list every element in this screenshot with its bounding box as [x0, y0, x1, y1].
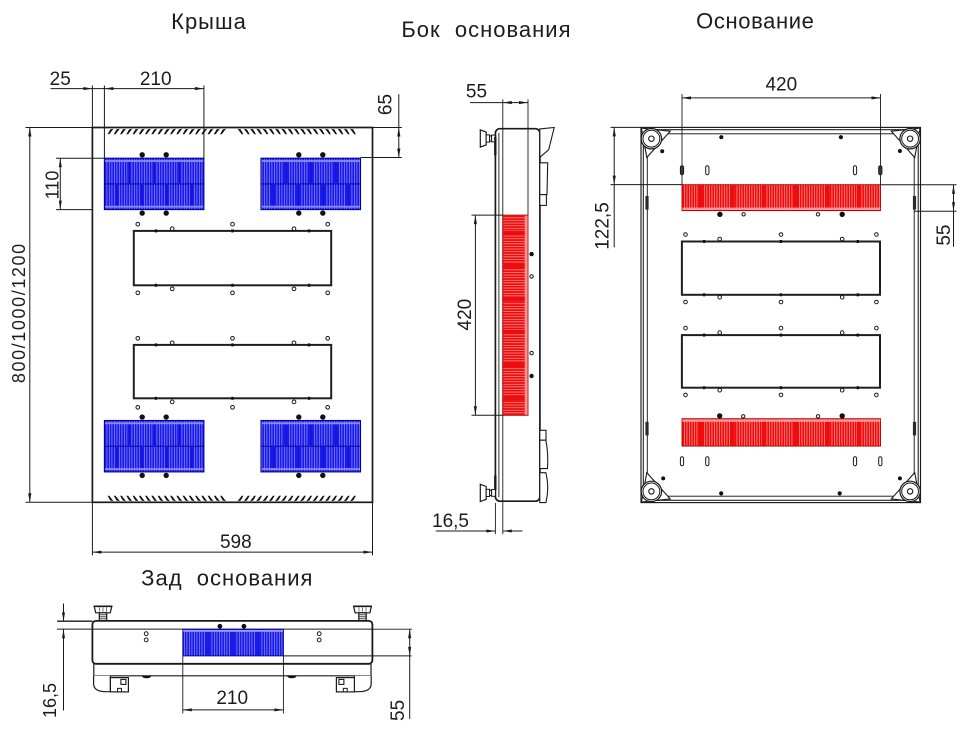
svg-text:210: 210: [216, 688, 248, 709]
svg-text:16,5: 16,5: [40, 683, 60, 718]
svg-text:122,5: 122,5: [593, 202, 614, 250]
svg-text:16,5: 16,5: [432, 511, 469, 532]
svg-text:Крыша: Крыша: [171, 9, 247, 34]
svg-text:210: 210: [140, 69, 172, 90]
svg-text:55: 55: [466, 81, 487, 102]
svg-text:110: 110: [42, 171, 62, 200]
svg-text:55: 55: [934, 225, 955, 246]
svg-text:Зад основания: Зад основания: [141, 565, 313, 590]
svg-text:55: 55: [388, 700, 409, 721]
svg-text:420: 420: [765, 75, 797, 96]
svg-text:Основание: Основание: [696, 9, 814, 34]
svg-text:598: 598: [220, 532, 252, 553]
svg-text:800/1000/1200: 800/1000/1200: [9, 242, 29, 383]
svg-text:420: 420: [455, 299, 476, 331]
svg-text:Бок основания: Бок основания: [401, 17, 571, 42]
svg-text:25: 25: [50, 69, 71, 90]
svg-text:65: 65: [376, 94, 397, 115]
